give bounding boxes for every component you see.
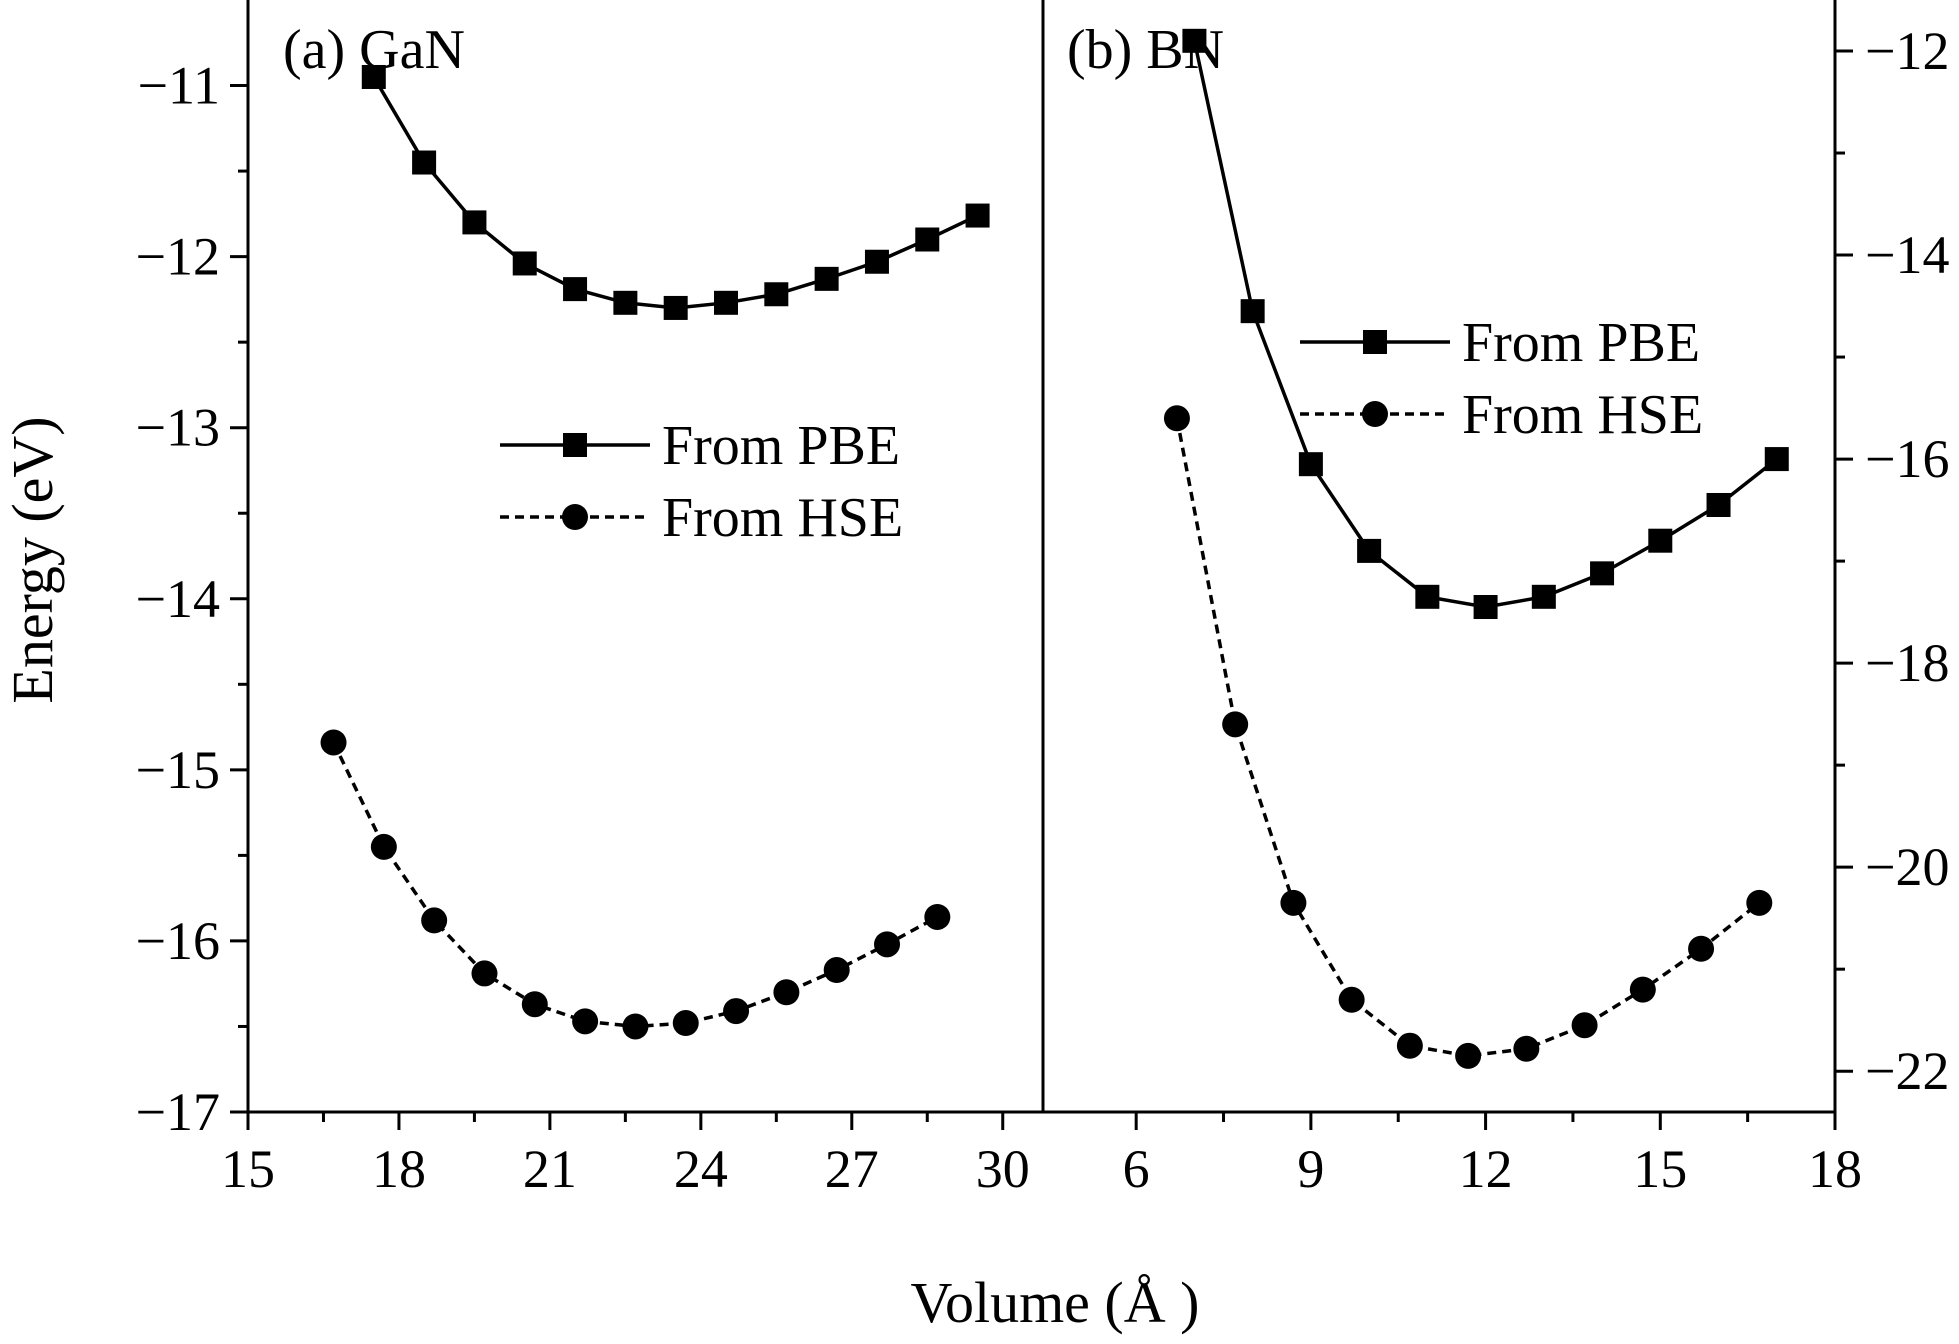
data-point-hse xyxy=(1163,405,1190,432)
x-tick-label: 24 xyxy=(674,1139,728,1199)
data-point-hse xyxy=(1338,986,1365,1013)
y-tick-label: −14 xyxy=(1865,225,1949,285)
y-tick-label: −15 xyxy=(136,740,220,800)
data-point-pbe xyxy=(915,227,940,252)
x-tick-label: 18 xyxy=(1808,1139,1862,1199)
y-tick-label: −16 xyxy=(136,911,220,971)
y-tick-label: −14 xyxy=(136,569,220,629)
data-point-hse xyxy=(874,931,901,958)
x-tick-label: 27 xyxy=(825,1139,879,1199)
data-point-hse xyxy=(773,979,800,1006)
legend-marker-square xyxy=(563,433,587,457)
data-point-hse xyxy=(1280,889,1307,916)
data-point-hse xyxy=(1513,1035,1540,1062)
data-point-pbe xyxy=(965,203,990,228)
x-axis-title: Volume (Å ) xyxy=(911,1270,1200,1335)
x-tick-label: 15 xyxy=(221,1139,275,1199)
data-point-hse xyxy=(672,1010,699,1037)
y-tick-label: −22 xyxy=(1865,1041,1949,1101)
data-point-hse xyxy=(823,957,850,984)
data-point-hse xyxy=(320,729,347,756)
data-point-pbe xyxy=(1648,528,1673,553)
data-point-pbe xyxy=(814,266,839,291)
panel-label: (b) BN xyxy=(1067,19,1224,81)
data-point-hse xyxy=(572,1008,599,1035)
x-tick-label: 15 xyxy=(1633,1139,1687,1199)
panel-bn: 6 9 12 15 18−22 −20 −18 −16 −14 −12 From PBE From H… xyxy=(1067,19,1949,1199)
legend-label: From HSE xyxy=(1462,384,1703,446)
data-point-pbe xyxy=(462,210,487,235)
legend-marker-circle xyxy=(1362,401,1388,427)
data-point-pbe xyxy=(563,277,588,302)
data-point-hse xyxy=(1455,1042,1482,1069)
data-point-hse xyxy=(1746,889,1773,916)
legend-marker-circle xyxy=(562,504,588,530)
y-axis-title: Energy (eV) xyxy=(0,416,65,703)
panel-gan: 15 18 21 24 27 30 −17 −16 −15 −14 −13 −12 −11 From PB… xyxy=(136,19,1030,1199)
data-point-pbe xyxy=(361,64,386,89)
x-tick-label: 9 xyxy=(1297,1139,1324,1199)
y-tick-label: −12 xyxy=(136,227,220,287)
data-point-pbe xyxy=(1182,28,1207,53)
legend-marker-square xyxy=(1363,330,1387,354)
y-tick-label: −13 xyxy=(136,398,220,458)
y-tick-label: −18 xyxy=(1865,633,1949,693)
data-point-pbe xyxy=(1764,447,1789,472)
legend-label: From PBE xyxy=(662,415,900,477)
data-point-pbe xyxy=(663,295,688,320)
data-point-hse xyxy=(1396,1032,1423,1059)
data-point-hse xyxy=(1688,935,1715,962)
data-point-pbe xyxy=(512,251,537,276)
data-point-hse xyxy=(1222,711,1249,738)
y-tick-label: −11 xyxy=(138,56,220,116)
data-point-hse xyxy=(1571,1012,1598,1039)
data-point-pbe xyxy=(1473,595,1498,620)
y-tick-label: −17 xyxy=(136,1082,220,1142)
x-tick-label: 30 xyxy=(976,1139,1030,1199)
data-point-hse xyxy=(521,991,548,1018)
y-tick-label: −16 xyxy=(1865,429,1949,489)
data-point-pbe xyxy=(613,290,638,315)
data-point-hse xyxy=(924,903,951,930)
data-point-pbe xyxy=(1706,492,1731,517)
data-point-pbe xyxy=(412,150,437,175)
data-point-hse xyxy=(723,998,750,1025)
data-point-pbe xyxy=(1531,584,1556,609)
data-point-pbe xyxy=(1240,299,1265,324)
series-line-hse xyxy=(1175,417,1761,1058)
legend-label: From HSE xyxy=(662,487,903,549)
data-point-hse xyxy=(421,907,448,934)
data-point-hse xyxy=(471,960,498,987)
data-point-hse xyxy=(370,833,397,860)
data-point-hse xyxy=(622,1013,649,1040)
x-tick-label: 21 xyxy=(523,1139,577,1199)
data-point-pbe xyxy=(714,290,739,315)
data-point-pbe xyxy=(1415,584,1440,609)
series-line-hse xyxy=(331,741,939,1029)
panel-label: (a) GaN xyxy=(283,19,465,81)
legend-label: From PBE xyxy=(1462,312,1700,374)
y-tick-label: −20 xyxy=(1865,837,1949,897)
data-point-pbe xyxy=(1298,452,1323,477)
data-point-pbe xyxy=(1590,561,1615,586)
x-tick-label: 18 xyxy=(372,1139,426,1199)
y-tick-label: −12 xyxy=(1865,21,1949,81)
data-point-pbe xyxy=(764,282,789,307)
x-tick-label: 12 xyxy=(1459,1139,1513,1199)
x-tick-label: 6 xyxy=(1123,1139,1150,1199)
data-point-hse xyxy=(1629,976,1656,1003)
data-point-pbe xyxy=(864,249,889,274)
data-point-pbe xyxy=(1357,538,1382,563)
